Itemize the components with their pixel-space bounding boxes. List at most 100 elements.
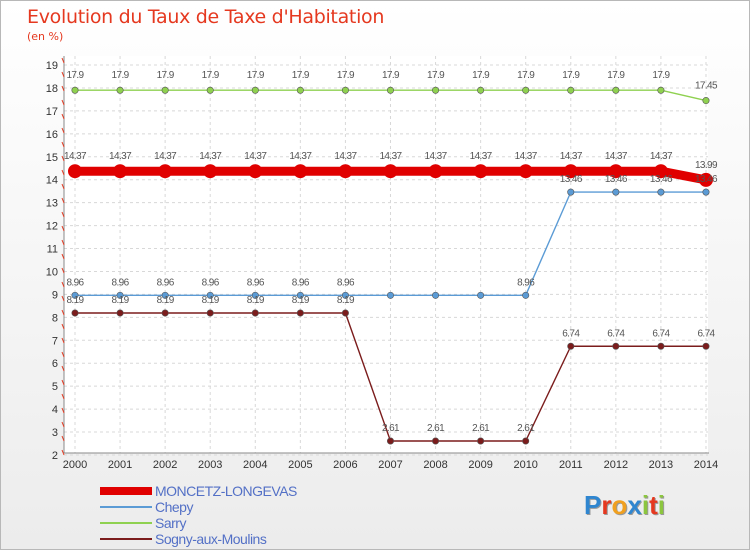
data-label: 17.9 [292,70,310,81]
data-point [161,86,169,94]
y-axis-tick-mark [61,393,65,400]
legend-label: MONCETZ-LONGEVAS [155,483,297,499]
data-point [68,164,82,179]
data-label: 6.74 [562,328,580,339]
data-point [428,164,443,179]
logo-letter: i [657,490,665,520]
y-tick-label: 2 [52,450,58,462]
data-point [116,309,124,317]
x-tick-label: 2001 [108,459,132,471]
data-point [612,86,620,94]
x-tick-label: 2005 [288,459,312,471]
data-point [702,97,710,105]
y-axis-tick-mark [61,155,65,162]
data-point [293,164,308,179]
data-point [563,164,578,179]
data-point [567,86,575,94]
x-tick-label: 2014 [694,459,718,471]
data-label: 8.96 [157,277,175,288]
y-tick-label: 12 [46,221,58,233]
logo-letter: P [584,490,602,520]
data-label: 17.9 [517,70,535,81]
data-point [477,86,485,94]
x-tick-label: 2008 [423,459,447,471]
y-axis-tick-mark [61,323,65,330]
y-axis-tick-mark [61,337,65,344]
data-label: 14.37 [379,151,402,162]
data-point [71,309,79,317]
data-point [113,164,128,179]
data-label: 17.9 [157,70,175,81]
data-point [203,164,218,179]
data-label: 14.37 [515,151,538,162]
x-tick-label: 2013 [649,459,673,471]
data-label: 8.19 [157,295,175,306]
y-axis-tick-mark [61,183,65,190]
y-axis-tick-mark [61,365,65,372]
data-label: 13.46 [650,174,673,185]
data-point [206,291,214,299]
data-point [608,164,623,179]
data-point [698,172,713,187]
y-axis-tick-mark [61,295,65,302]
y-tick-label: 8 [52,312,58,324]
data-point [206,309,214,317]
y-tick-label: 19 [46,60,58,72]
data-point [251,86,259,94]
y-tick-label: 6 [52,358,58,370]
y-tick-label: 7 [52,335,58,347]
data-label: 17.9 [112,70,130,81]
data-point [657,342,665,350]
logo-letter: i [641,490,650,520]
data-label: 17.9 [607,70,625,81]
data-point [612,342,620,350]
data-point [473,164,488,179]
data-label: 17.9 [427,70,445,81]
data-label: 8.96 [66,277,84,288]
data-label: 14.37 [334,151,357,162]
x-tick-label: 2007 [378,459,402,471]
y-tick-label: 4 [52,404,58,416]
data-point [386,291,394,299]
legend-swatch [100,506,152,508]
y-axis-tick-mark [61,281,65,288]
data-point [386,437,394,445]
y-tick-label: 15 [46,152,58,164]
x-tick-label: 2006 [333,459,357,471]
data-label: 14.37 [289,151,312,162]
data-point [522,437,530,445]
data-point [477,437,485,445]
y-tick-label: 11 [47,244,58,256]
data-label: 8.19 [112,295,130,306]
logo-letter: o [611,490,628,520]
data-point [518,164,533,179]
x-tick-label: 2002 [153,459,177,471]
data-point [296,86,304,94]
data-point [158,164,173,179]
x-tick-label: 2004 [243,459,267,471]
data-label: 8.96 [112,277,130,288]
y-tick-label: 13 [46,198,58,210]
data-label: 8.19 [337,295,355,306]
data-label: 8.19 [247,295,265,306]
legend-label: Chepy [155,499,193,515]
y-tick-label: 9 [52,289,58,301]
logo-letter: r [601,490,612,520]
data-label: 8.19 [292,295,310,306]
data-label: 14.37 [244,151,267,162]
data-point [338,164,353,179]
plot-area [64,56,708,453]
data-label: 2.61 [472,423,490,434]
data-label: 8.96 [247,277,265,288]
y-axis-tick-mark [61,253,65,260]
y-axis-tick-mark [61,99,65,106]
data-label: 17.9 [472,70,490,81]
data-label: 2.61 [517,423,535,434]
y-axis-tick-mark [61,169,65,176]
legend-swatch [100,538,152,540]
y-axis-tick-mark [61,309,65,316]
y-axis-tick-mark [61,85,65,92]
data-point [432,437,440,445]
data-label: 8.96 [517,277,535,288]
